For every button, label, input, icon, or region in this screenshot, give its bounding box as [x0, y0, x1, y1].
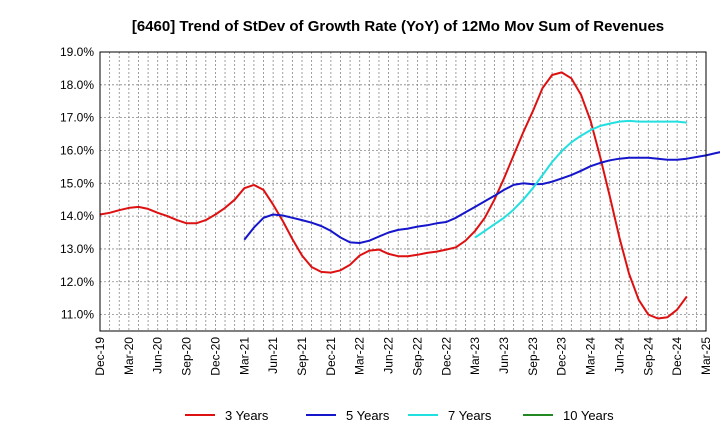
chart-title: [6460] Trend of StDev of Growth Rate (Yo… — [132, 18, 664, 35]
x-tick-label: Dec-20 — [208, 337, 222, 376]
y-tick-label: 15.0% — [60, 176, 94, 190]
series-line-3-years — [99, 71, 688, 320]
y-tick-label: 14.0% — [60, 209, 94, 223]
x-tick-label: Sep-23 — [526, 337, 540, 376]
x-tick-label: Sep-22 — [410, 337, 424, 376]
x-tick-label: Jun-22 — [382, 337, 396, 374]
legend-label: 5 Years — [346, 408, 390, 423]
y-tick-label: 18.0% — [60, 78, 94, 92]
x-tick-label: Sep-20 — [180, 337, 194, 376]
x-tick-label: Dec-22 — [439, 337, 453, 376]
x-tick-label: Dec-21 — [324, 337, 338, 376]
y-axis-ticks: 11.0% 12.0% 13.0% 14.0% 15.0% 16.0% 17.0% 18.0%… — [60, 45, 94, 322]
series-line-5-years — [243, 151, 720, 244]
x-tick-label: Dec-19 — [93, 337, 107, 376]
x-tick-label: Mar-24 — [584, 337, 598, 375]
y-tick-label: 19.0% — [60, 45, 94, 59]
x-tick-label: Sep-24 — [641, 337, 655, 376]
x-tick-label: Jun-21 — [266, 337, 280, 374]
y-tick-label: 16.0% — [60, 143, 94, 157]
plot-frame — [99, 51, 707, 332]
x-tick-label: Jun-24 — [612, 337, 626, 374]
y-tick-label: 12.0% — [60, 275, 94, 289]
series-group — [99, 71, 720, 320]
x-tick-label: Mar-20 — [122, 337, 136, 375]
x-tick-label: Mar-21 — [237, 337, 251, 375]
x-tick-label: Mar-22 — [353, 337, 367, 375]
x-tick-label: Dec-24 — [670, 337, 684, 376]
x-axis-ticks: Dec-19 Mar-20 Jun-20 Sep-20 Dec-20 Mar-21 Jun-… — [93, 337, 713, 376]
legend-label: 3 Years — [225, 408, 269, 423]
legend: 3 Years 5 Years 7 Years 10 Years — [185, 408, 614, 423]
grid-lines — [99, 51, 707, 331]
series-line-7-years — [474, 119, 687, 239]
x-tick-label: Mar-23 — [468, 337, 482, 375]
x-tick-label: Dec-23 — [555, 337, 569, 376]
x-tick-label: Sep-21 — [295, 337, 309, 376]
x-tick-label: Jun-20 — [151, 337, 165, 374]
y-tick-label: 11.0% — [61, 308, 94, 322]
legend-label: 10 Years — [563, 408, 614, 423]
x-tick-label: Mar-25 — [699, 337, 713, 375]
legend-label: 7 Years — [448, 408, 492, 423]
y-tick-label: 17.0% — [60, 111, 94, 125]
y-tick-label: 13.0% — [60, 242, 94, 256]
x-tick-label: Jun-23 — [497, 337, 511, 374]
